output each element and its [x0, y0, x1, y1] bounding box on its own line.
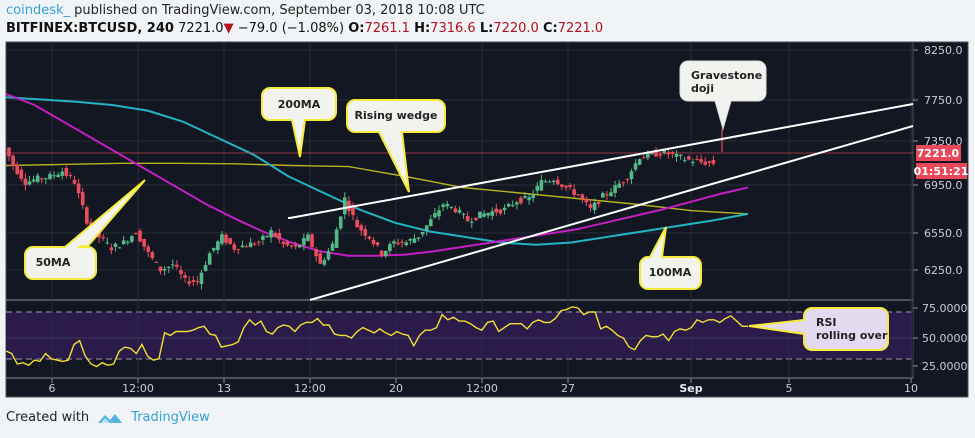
candlesticks: [7, 129, 723, 290]
created-with-text: Created with: [6, 410, 90, 425]
symbol-info-bar: BITFINEX:BTCUSD, 240 7221.0▼ −79.0 (−1.0…: [6, 21, 603, 36]
open-value: 7261.1: [364, 21, 410, 36]
callout-rising-wedge[interactable]: Rising wedge: [346, 99, 446, 193]
label-100ma: 100MA: [649, 266, 692, 279]
close-label: C:: [542, 21, 558, 36]
label-rising-wedge: Rising wedge: [355, 109, 438, 122]
rsi-axis[interactable]: 75.0000 50.0000 25.0000: [913, 302, 968, 373]
rsi-tick-label: 25.0000: [922, 360, 968, 373]
low-value: 7220.0: [493, 21, 539, 36]
label-doji: doji: [691, 82, 714, 95]
wedge-lower-line[interactable]: [309, 125, 914, 301]
time-tick-label: 5: [786, 382, 793, 395]
price-badge-value: 7221.0: [917, 147, 960, 160]
high-value: 7316.6: [430, 21, 476, 36]
author-link[interactable]: coindesk_: [6, 3, 71, 18]
price-axis[interactable]: 8250.0 7750.0 7350.0 6950.0 6550.0 6250.0: [913, 44, 963, 277]
price-tick-label: 6250.0: [924, 264, 963, 277]
tradingview-logo-icon[interactable]: [97, 411, 123, 425]
footer: Created with TradingView: [6, 410, 210, 425]
label-rsi: RSI: [816, 316, 837, 329]
label-rolling-over: rolling over: [816, 329, 888, 342]
time-axis[interactable]: 6 12:00 13 12:00 20 12:00 27 Sep 5 10: [49, 378, 919, 395]
low-label: L:: [479, 21, 494, 36]
callout-50ma[interactable]: 50MA: [24, 179, 146, 280]
rsi-tick-label: 50.0000: [922, 332, 968, 345]
close-value: 7221.0: [557, 21, 604, 36]
tradingview-link[interactable]: TradingView: [131, 410, 210, 425]
time-tick-label: 27: [561, 382, 575, 395]
published-text: published on TradingView.com, September …: [70, 3, 485, 18]
high-label: H:: [414, 21, 431, 36]
price-badge: 7221.0 01:51:21: [914, 145, 969, 179]
down-arrow-icon: ▼: [223, 21, 234, 36]
time-tick-label: Sep: [679, 382, 702, 395]
time-tick-label: 13: [217, 382, 231, 395]
price-tick-label: 8250.0: [924, 44, 963, 57]
price-tick-label: 6550.0: [924, 227, 963, 240]
time-tick-label: 20: [389, 382, 403, 395]
price-tick-label: 7350.0: [924, 135, 963, 148]
moving-averages: [5, 93, 749, 257]
price-change: −79.0 (−1.08%): [237, 21, 345, 36]
bar-countdown: 01:51:21: [914, 165, 969, 178]
rsi-tick-label: 75.0000: [922, 302, 968, 315]
rsi-line: [5, 306, 748, 368]
time-tick-label: 12:00: [122, 382, 154, 395]
label-gravestone: Gravestone: [691, 69, 762, 82]
time-tick-label: 12:00: [466, 382, 498, 395]
label-200ma: 200MA: [278, 98, 321, 111]
price-tick-label: 6950.0: [924, 179, 963, 192]
time-tick-label: 12:00: [294, 382, 326, 395]
label-50ma: 50MA: [36, 256, 71, 269]
publish-info: coindesk_ published on TradingView.com, …: [6, 3, 485, 18]
rsi-band: [6, 312, 913, 359]
time-tick-label: 6: [49, 382, 56, 395]
callout-100ma[interactable]: 100MA: [639, 226, 702, 290]
time-tick-label: 10: [904, 382, 918, 395]
symbol-label: BITFINEX:BTCUSD, 240: [6, 21, 174, 36]
open-label: O:: [348, 21, 365, 36]
price-tick-label: 7750.0: [924, 94, 963, 107]
callout-200ma[interactable]: 200MA: [261, 87, 337, 158]
callout-rsi-rolling-over[interactable]: RSI rolling over: [748, 307, 889, 351]
wedge-upper-line[interactable]: [289, 103, 914, 219]
callout-gravestone-doji[interactable]: Gravestone doji: [679, 60, 767, 131]
last-price: 7221.0: [178, 21, 224, 36]
